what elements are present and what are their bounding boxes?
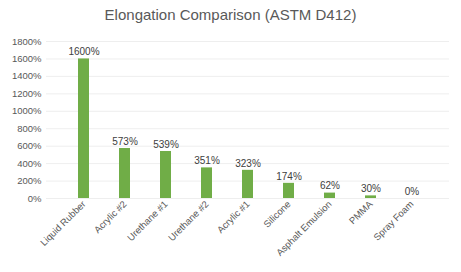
svg-text:1600%: 1600% (12, 53, 42, 64)
svg-text:400%: 400% (17, 158, 42, 169)
svg-text:PMMA: PMMA (347, 198, 375, 226)
svg-text:62%: 62% (320, 180, 340, 191)
svg-text:539%: 539% (153, 139, 179, 150)
svg-text:351%: 351% (194, 155, 220, 166)
svg-text:800%: 800% (17, 123, 42, 134)
svg-text:600%: 600% (17, 140, 42, 151)
svg-text:Spray Foam: Spray Foam (371, 198, 415, 242)
svg-text:200%: 200% (17, 175, 42, 186)
svg-text:0%: 0% (28, 193, 42, 204)
svg-text:Urethane #2: Urethane #2 (166, 198, 211, 243)
svg-text:573%: 573% (112, 136, 138, 147)
svg-text:30%: 30% (361, 183, 381, 194)
svg-text:Acrylic #2: Acrylic #2 (92, 198, 129, 235)
svg-text:0%: 0% (405, 186, 420, 197)
html-text:Elongation Comparison (ASTM D4: Elongation Comparison (ASTM D412) (104, 6, 357, 23)
svg-text:Liquid Rubber: Liquid Rubber (38, 198, 88, 248)
svg-text:1000%: 1000% (12, 105, 42, 116)
svg-text:Asphalt Emulsion: Asphalt Emulsion (274, 198, 334, 258)
svg-text:1800%: 1800% (12, 36, 42, 47)
svg-text:174%: 174% (276, 171, 302, 182)
svg-text:Urethane #1: Urethane #1 (125, 198, 170, 243)
svg-text:Acrylic #1: Acrylic #1 (215, 198, 252, 235)
svg-text:1200%: 1200% (12, 88, 42, 99)
svg-text:323%: 323% (235, 158, 261, 169)
svg-text:Silicone: Silicone (261, 198, 292, 229)
svg-text:1400%: 1400% (12, 70, 42, 81)
svg-text:1600%: 1600% (68, 46, 99, 57)
